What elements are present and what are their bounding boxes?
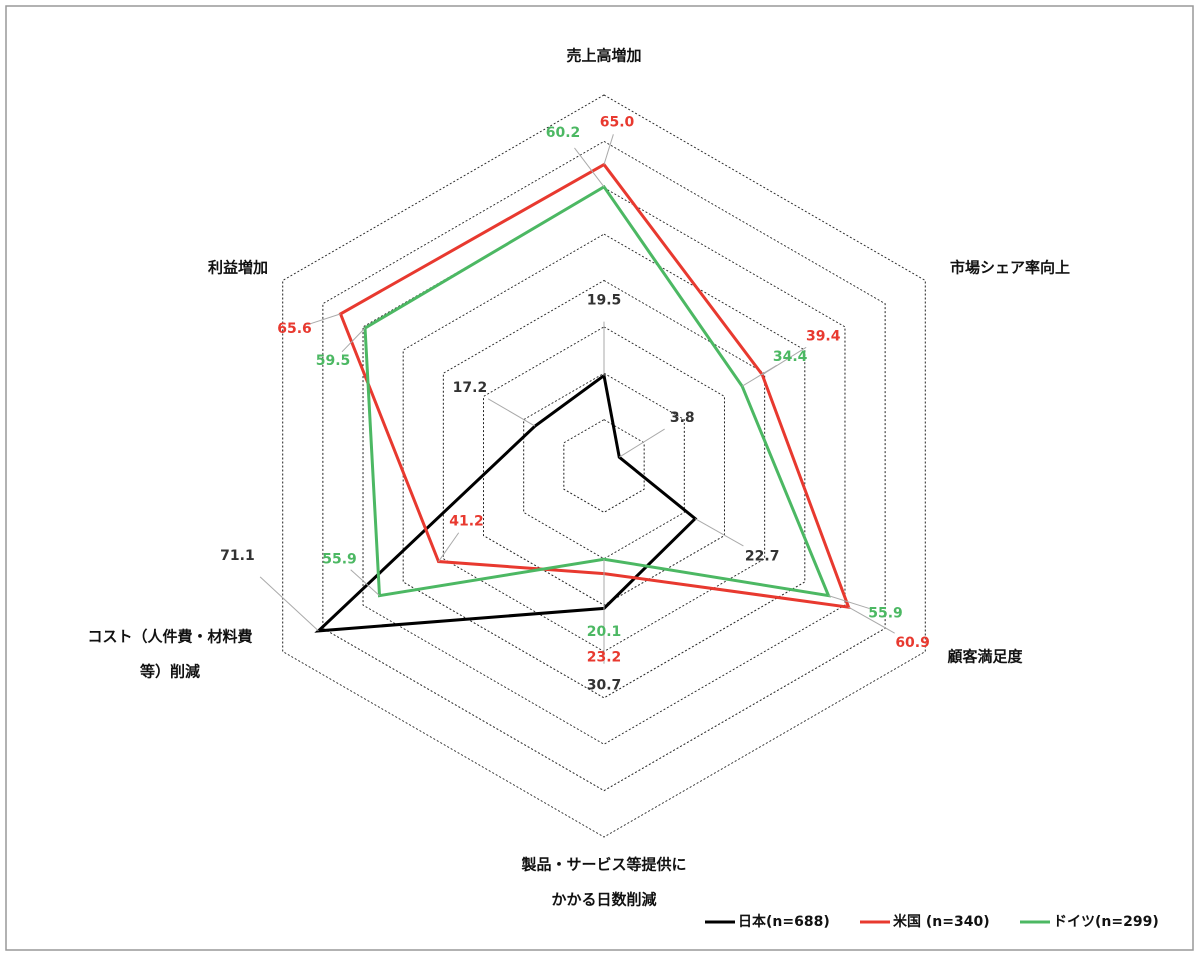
leader-line <box>438 532 460 562</box>
data-label: 55.9 <box>868 606 903 622</box>
data-label: 60.2 <box>546 125 581 141</box>
data-label: 39.4 <box>806 329 841 345</box>
leader-line <box>341 327 366 353</box>
axis-label: 製品・サービス等提供に <box>520 856 686 874</box>
axis-label: 等）削減 <box>140 663 200 681</box>
legend-label: 日本(n=688) <box>738 913 830 930</box>
grid-ring <box>282 94 926 838</box>
data-label: 20.1 <box>587 624 622 640</box>
legend-label: 米国 (n=340) <box>893 913 990 930</box>
leader-line <box>848 606 895 634</box>
axis-label: 顧客満足度 <box>947 648 1023 666</box>
leader-line <box>603 134 614 165</box>
leader-line <box>618 428 665 458</box>
leader-line <box>487 398 536 427</box>
axis-label: 利益増加 <box>208 259 268 277</box>
leader-line <box>694 518 744 547</box>
data-label: 65.0 <box>600 115 635 131</box>
grid-ring <box>322 140 886 792</box>
data-label: 23.2 <box>587 650 622 666</box>
axis-label: コスト（人件費・材料費 <box>87 628 252 646</box>
leader-line <box>259 576 319 632</box>
data-label: 19.5 <box>587 293 622 309</box>
axis-label: 市場シェア率向上 <box>950 259 1070 277</box>
data-label: 55.9 <box>322 552 357 568</box>
data-label: 60.9 <box>895 635 930 651</box>
data-label: 59.5 <box>316 353 351 369</box>
data-label: 30.7 <box>587 677 622 693</box>
data-label: 34.4 <box>773 349 808 365</box>
grid-ring <box>523 372 685 560</box>
leader-line <box>574 147 605 188</box>
axis-label: かかる日数削減 <box>551 891 656 909</box>
data-label: 17.2 <box>453 380 488 396</box>
data-label: 71.1 <box>220 548 255 564</box>
data-label: 22.7 <box>745 549 780 565</box>
legend-label: ドイツ(n=299) <box>1053 914 1159 930</box>
leader-line <box>350 569 380 596</box>
axis-label: 売上高増加 <box>566 47 641 65</box>
data-label: 65.6 <box>277 321 312 337</box>
leader-line <box>741 364 777 387</box>
data-label: 3.8 <box>670 410 695 426</box>
data-label: 41.2 <box>449 514 484 530</box>
leader-line <box>307 313 341 326</box>
frame <box>5 5 1194 951</box>
leader-line <box>828 595 870 610</box>
